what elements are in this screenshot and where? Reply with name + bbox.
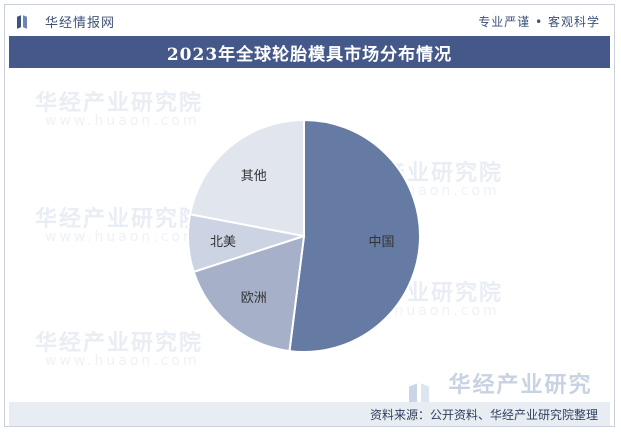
- brand-name: 华经情报网: [45, 16, 116, 31]
- chart-frame: 华经情报网 专业严谨 • 客观科学 2023年全球轮胎模具市场分布情况 华经产业…: [4, 4, 615, 430]
- watermark-url: www.huaon.com: [45, 113, 200, 129]
- source-bar: 资料来源：公开资料、华经产业研究院整理: [9, 402, 610, 426]
- source-note: 资料来源：公开资料、华经产业研究院整理: [369, 408, 598, 422]
- title-bar: 2023年全球轮胎模具市场分布情况: [9, 36, 610, 68]
- tagline: 专业严谨 • 客观科学: [478, 15, 600, 29]
- slice-label: 中国: [369, 235, 395, 250]
- watermark-url: www.huaon.com: [45, 229, 200, 245]
- top-bar: 华经情报网 专业严谨 • 客观科学: [5, 5, 614, 35]
- slice-label: 北美: [210, 235, 236, 250]
- pie-slice-4: [188, 118, 305, 238]
- watermark-text: 华经产业研究院: [35, 207, 204, 232]
- pie-slice-2: [192, 234, 306, 353]
- pie-slice-1: [288, 118, 421, 353]
- slice-label: 欧洲: [241, 291, 267, 306]
- brand: 华经情报网: [17, 12, 115, 31]
- watermark-text: 华经产业研究院: [35, 331, 204, 356]
- slice-label: 其他: [241, 169, 267, 184]
- watermark-url: www.huaon.com: [45, 353, 200, 369]
- watermark-text: 华经产业研究院: [35, 91, 204, 116]
- chart-title: 2023年全球轮胎模具市场分布情况: [166, 44, 453, 65]
